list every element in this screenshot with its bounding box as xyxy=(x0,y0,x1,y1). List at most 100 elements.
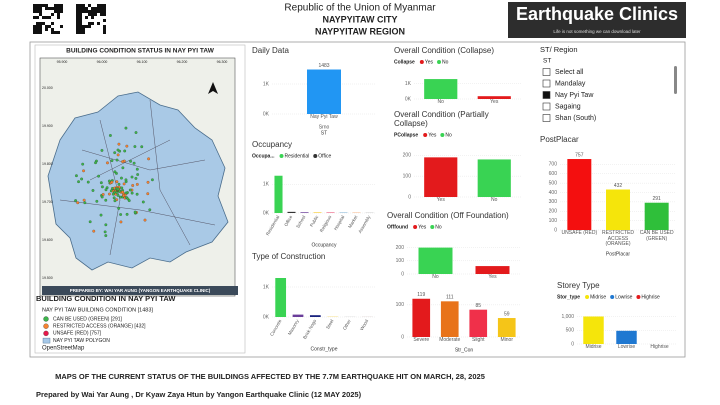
header-line: Republic of the Union of Myanmar xyxy=(284,3,436,14)
qr-cell xyxy=(57,31,60,34)
map-point xyxy=(77,180,80,184)
x-tick-label: Yes xyxy=(436,197,445,203)
y-tick-label: 300 xyxy=(549,199,558,205)
y-tick-label: 500 xyxy=(549,180,558,186)
qr-cell xyxy=(79,25,82,28)
qr-cell xyxy=(103,4,106,7)
map-point xyxy=(110,180,114,184)
qr-cell xyxy=(42,4,45,7)
x-tick-label: No xyxy=(437,99,444,105)
slicer-checkbox[interactable] xyxy=(542,68,551,76)
map-point xyxy=(128,188,132,192)
qr-cell xyxy=(39,4,42,7)
map-point xyxy=(104,198,108,202)
legend-label: Yes xyxy=(428,132,437,138)
slicer-checkbox[interactable] xyxy=(542,114,551,122)
x-tick-label: Midrise xyxy=(585,344,602,350)
slicer-option[interactable]: Select all xyxy=(555,69,584,76)
x-tick-label: Lowrise xyxy=(617,344,636,350)
qr-cell xyxy=(36,10,39,13)
qr-cell xyxy=(79,31,82,34)
map-point xyxy=(104,188,108,192)
map-point xyxy=(108,179,111,183)
slicer-checkbox[interactable] xyxy=(542,102,551,111)
legend-label: NAY PYI TAW POLYGON xyxy=(53,338,110,344)
map-credit-bg xyxy=(42,286,238,295)
map-point xyxy=(95,199,99,203)
qr-cell xyxy=(76,19,79,22)
qr-cell xyxy=(51,31,54,34)
map-point xyxy=(100,149,104,152)
data-label: 757 xyxy=(575,152,584,158)
map-point xyxy=(115,180,119,184)
qr-cell xyxy=(60,25,63,28)
qr-cell xyxy=(51,13,54,16)
qr-cell xyxy=(103,28,106,31)
slicer-field: ST xyxy=(543,58,551,65)
x-tick-label: Highrise xyxy=(650,344,669,350)
qr-cell xyxy=(79,7,82,10)
map-point xyxy=(129,159,132,163)
slicer-option[interactable]: Shan (South) xyxy=(555,115,596,122)
qr-cell xyxy=(82,31,85,34)
x-tick-label: Wood xyxy=(359,318,369,331)
qr-cell xyxy=(36,7,39,10)
x-tick-label: Moderate xyxy=(439,337,461,343)
qr-cell xyxy=(76,16,79,19)
scrollbar[interactable] xyxy=(674,66,677,94)
map-point xyxy=(74,199,78,202)
qr-cell xyxy=(76,7,79,10)
qr-cell xyxy=(97,10,100,13)
qr-cell xyxy=(91,10,94,13)
qr-cell xyxy=(82,28,85,31)
x-tick-label: Nay Pyi Taw xyxy=(310,114,338,120)
map-credit: PREPARED BY: WAI YAR AUNG (YANGON EARTHQ… xyxy=(70,288,211,293)
y-tick-label: 1K xyxy=(263,284,270,290)
y-tick-label: 0K xyxy=(263,111,270,117)
slicer-option[interactable]: Mandalay xyxy=(555,80,586,87)
map-point xyxy=(146,180,150,184)
legend-title: Offfound xyxy=(387,224,408,230)
y-tick-label: 200 xyxy=(549,209,558,215)
slicer-option[interactable]: Nay Pyi Taw xyxy=(555,92,594,99)
y-tick-label: 1,000 xyxy=(561,314,574,320)
legend-label: Midrise xyxy=(590,294,606,300)
y-tick-label: 200 xyxy=(396,245,405,251)
qr-cell xyxy=(39,13,42,16)
qr-cell xyxy=(57,7,60,10)
qr-cell xyxy=(60,10,63,13)
north-arrow xyxy=(208,82,218,94)
slicer-checkbox[interactable] xyxy=(542,91,551,99)
qr-cell xyxy=(57,13,60,16)
legend-title: PCollapse xyxy=(394,132,418,138)
slicer-checkbox[interactable] xyxy=(542,79,551,88)
qr-cell xyxy=(91,22,94,25)
legend-marker xyxy=(430,225,435,229)
x-tick-label: Other xyxy=(342,318,352,331)
bar xyxy=(424,79,458,99)
qr-cell xyxy=(82,10,85,13)
bar xyxy=(469,309,488,337)
qr-cell xyxy=(82,25,85,28)
bar xyxy=(583,316,604,344)
map-point xyxy=(133,145,137,148)
map-point xyxy=(91,189,95,192)
qr-cell xyxy=(36,22,39,25)
header-line: NAYPYITAW REGION xyxy=(315,26,405,36)
map-point xyxy=(130,191,134,195)
map-point xyxy=(124,178,128,182)
x-tick-label: Office xyxy=(283,214,293,227)
qr-cell xyxy=(54,4,57,7)
map-lat-label: 19.500 xyxy=(42,276,53,280)
qr-cell xyxy=(48,7,51,10)
map-lon-label: 96.200 xyxy=(177,60,188,64)
qr-cell xyxy=(45,16,48,19)
x-tick-label: Steel xyxy=(325,319,334,330)
legend-marker xyxy=(413,225,418,229)
legend-title: Occupa... xyxy=(252,153,275,159)
x-tick-label: School xyxy=(295,215,306,229)
legend-label: Yes xyxy=(425,59,434,65)
x-tick-label: UNSAFE (RED) xyxy=(561,230,598,236)
slicer-option[interactable]: Sagaing xyxy=(555,103,581,110)
map-point xyxy=(113,199,117,203)
